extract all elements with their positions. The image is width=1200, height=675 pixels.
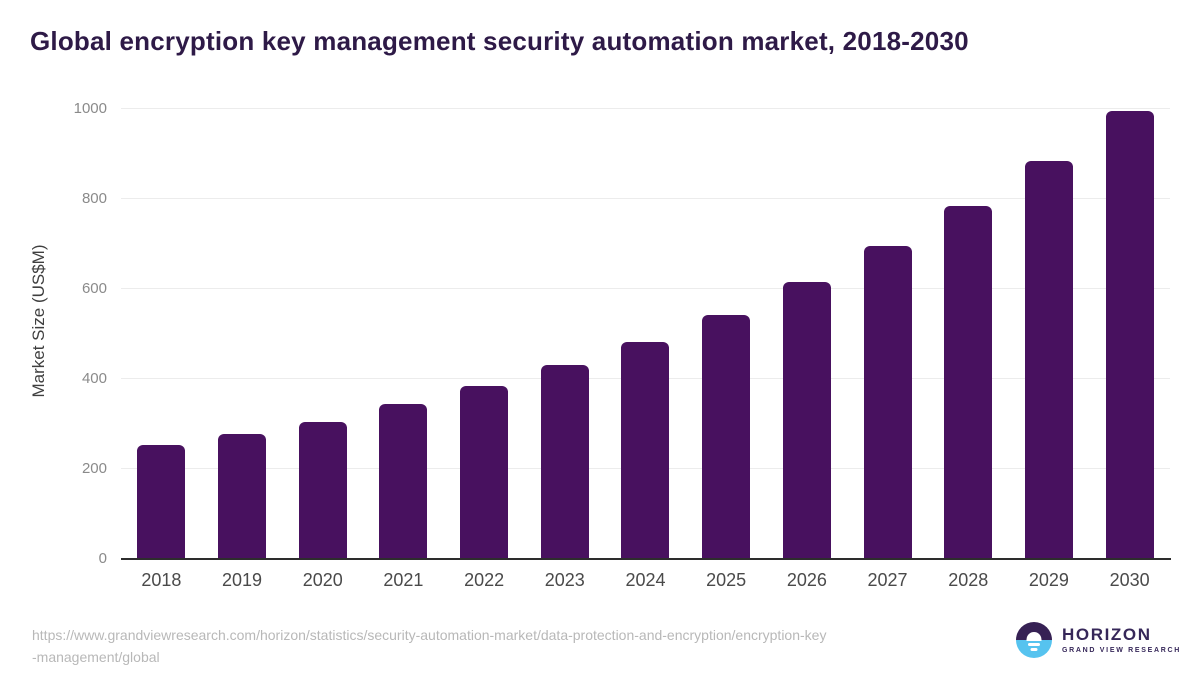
sun-reflection-line	[1028, 643, 1040, 646]
gridline-600	[121, 288, 1170, 289]
bar-slot-2022	[444, 109, 525, 559]
bar-2028	[944, 206, 993, 559]
x-tick-label-2030: 2030	[1109, 570, 1150, 590]
plot-area	[121, 108, 1170, 559]
x-tick-label-2019: 2019	[222, 570, 263, 590]
bar-2018	[137, 444, 186, 559]
x-tick-label-2018: 2018	[141, 570, 182, 590]
bar-slot-2023	[524, 109, 605, 559]
gridline-1000	[121, 108, 1170, 109]
x-axis-line	[121, 558, 1171, 560]
bar-2021	[379, 404, 428, 559]
bar-2024	[621, 341, 670, 559]
x-tick-label-2020: 2020	[302, 570, 343, 590]
logo-subtitle: GRAND VIEW RESEARCH	[1062, 647, 1182, 654]
sun-icon	[1026, 632, 1042, 641]
bar-slot-2024	[605, 109, 686, 559]
bar-2023	[540, 365, 589, 559]
bar-2019	[218, 434, 267, 559]
bar-slot-2030	[1089, 109, 1170, 559]
gridline-800	[121, 198, 1170, 199]
logo-text: HORIZON GRAND VIEW RESEARCH	[1062, 622, 1181, 654]
horizon-sunrise-icon	[1016, 622, 1052, 658]
bar-slot-2026	[767, 109, 848, 559]
x-tick-label-2028: 2028	[948, 570, 989, 590]
source-url: https://www.grandviewresearch.com/horizo…	[32, 624, 962, 668]
chart-title: Global encryption key management securit…	[30, 26, 969, 56]
y-tick-label-600: 600	[81, 280, 107, 297]
bar-slot-2027	[847, 109, 928, 559]
x-tick-label-2025: 2025	[706, 570, 747, 590]
logo-brand-name: HORIZON	[1062, 625, 1152, 644]
bar-slot-2019	[202, 109, 283, 559]
y-tick-label-0: 0	[98, 550, 107, 567]
x-axis-labels: 2018 2019 2020 2021 2022 2023 2024 2025 2026 2027…	[121, 570, 1170, 591]
icon-sky-half	[1016, 622, 1052, 640]
y-tick-label-800: 800	[81, 190, 107, 207]
bar-slot-2021	[363, 109, 444, 559]
y-tick-label-200: 200	[81, 460, 107, 477]
sun-reflection-line	[1030, 648, 1038, 651]
bar-2025	[702, 314, 751, 559]
source-url-line1: https://www.grandviewresearch.com/horizo…	[32, 627, 827, 643]
bar-2030	[1105, 111, 1154, 559]
x-tick-label-2024: 2024	[625, 570, 666, 590]
x-tick-label-2023: 2023	[544, 570, 585, 590]
bar-2022	[460, 386, 509, 559]
x-tick-label-2029: 2029	[1028, 570, 1069, 590]
bar-slot-2020	[282, 109, 363, 559]
source-url-line2: -management/global	[32, 649, 160, 665]
bar-slot-2028	[928, 109, 1009, 559]
bar-2026	[782, 282, 831, 559]
bar-2020	[298, 421, 347, 559]
horizon-logo: HORIZON GRAND VIEW RESEARCH	[1016, 622, 1181, 658]
bar-slot-2029	[1009, 109, 1090, 559]
x-tick-label-2027: 2027	[867, 570, 908, 590]
x-tick-label-2022: 2022	[464, 570, 505, 590]
bar-slot-2018	[121, 109, 202, 559]
y-tick-label-1000: 1000	[73, 100, 107, 117]
bars	[121, 109, 1170, 559]
x-tick-label-2021: 2021	[383, 570, 424, 590]
y-tick-label-400: 400	[81, 370, 107, 387]
bar-slot-2025	[686, 109, 767, 559]
x-tick-label-2026: 2026	[786, 570, 827, 590]
y-axis-ticks: 0 200 400 600 800 1000	[0, 100, 107, 567]
bar-2029	[1024, 161, 1073, 559]
bar-2027	[863, 246, 912, 559]
